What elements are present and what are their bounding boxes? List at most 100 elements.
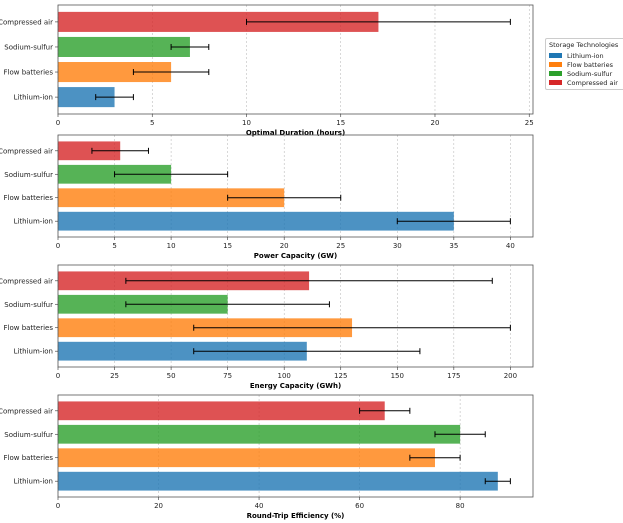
x-tick-label: 25 [525,119,534,127]
x-tick-label: 20 [154,502,163,510]
plot-frame [57,134,534,238]
panel-round-trip-efficiency-: Lithium-ion Flow batteries Sodium-sulfur Co… [0,394,534,520]
x-tick-label: 0 [56,119,60,127]
x-tick-label: 35 [449,242,458,250]
x-tick-label: 15 [336,119,345,127]
x-tick-label: 200 [504,372,517,380]
legend: Storage Technologies Lithium-ion Flow ba… [545,38,623,90]
y-tick-label: Flow batteries [3,324,53,332]
plot-frame [57,4,534,115]
x-tick-label: 20 [431,119,440,127]
legend-swatch [549,62,562,67]
x-tick-label: 100 [278,372,291,380]
panel-energy-capacity-gwh-: Lithium-ion Flow batteries Sodium-sulfur Co… [0,264,534,390]
error-bar-compressed-air [359,407,411,414]
y-tick-label: Compressed air [0,407,53,415]
x-tick-label: 15 [223,242,232,250]
error-bar-lithium-ion [193,348,421,355]
y-tick-label: Sodium-sulfur [4,171,53,179]
x-tick-label: 175 [447,372,460,380]
error-bar-flow-batteries [409,454,461,461]
bar-flow-batteries [58,188,285,208]
y-tick-label: Sodium-sulfur [4,301,53,309]
bar-sodium-sulfur [58,424,461,444]
bar-lithium-ion [58,471,498,491]
bar-compressed-air [58,401,385,421]
x-tick-label: 40 [506,242,515,250]
error-bar-flow-batteries [227,194,342,201]
bar-compressed-air [58,11,379,32]
x-tick-label: 150 [391,372,404,380]
error-bar-lithium-ion [396,218,511,225]
x-tick-label: 0 [56,502,60,510]
legend-label: Flow batteries [567,60,613,69]
x-tick-label: 0 [56,372,60,380]
x-tick-label: 20 [280,242,289,250]
error-bar-sodium-sulfur [170,43,210,50]
panel-optimal-duration-hours-: Lithium-ion Flow batteries Sodium-sulfur Co… [0,4,534,137]
x-tick-label: 50 [167,372,176,380]
error-bar-sodium-sulfur [434,431,486,438]
y-tick-label: Sodium-sulfur [4,43,53,51]
bar-lithium-ion [58,341,307,361]
x-axis-label: Energy Capacity (GWh) [250,382,341,390]
legend-swatch [549,71,562,76]
x-tick-label: 0 [56,242,60,250]
error-bar-sodium-sulfur [125,301,330,308]
legend-swatch [549,80,562,85]
x-tick-label: 80 [456,502,465,510]
legend-title: Storage Technologies [549,41,619,49]
x-tick-label: 25 [336,242,345,250]
x-tick-label: 25 [110,372,119,380]
error-bar-flow-batteries [193,324,511,331]
x-tick-label: 5 [112,242,116,250]
x-tick-label: 125 [334,372,347,380]
y-tick-label: Lithium-ion [14,348,53,356]
legend-label: Compressed air [567,78,618,87]
error-bar-compressed-air [245,18,511,25]
y-tick-label: Sodium-sulfur [4,431,53,439]
x-axis-label: Round-Trip Efficiency (%) [247,512,345,520]
error-bar-compressed-air [125,277,493,284]
legend-item-sodium-sulfur: Sodium-sulfur [549,69,623,78]
plot-frame [57,264,534,368]
error-bar-sodium-sulfur [114,171,229,178]
bar-lithium-ion [58,211,454,231]
y-tick-label: Compressed air [0,277,53,285]
y-tick-label: Lithium-ion [14,94,53,102]
bar-lithium-ion [58,87,115,108]
legend-item-compressed-air: Compressed air [549,78,623,87]
legend-label: Lithium-ion [567,51,604,60]
y-tick-label: Compressed air [0,147,53,155]
y-tick-label: Lithium-ion [14,218,53,226]
legend-swatch [549,53,562,58]
bar-flow-batteries [58,448,435,468]
x-tick-label: 75 [223,372,232,380]
error-bar-compressed-air [91,147,149,154]
x-tick-label: 30 [393,242,402,250]
y-tick-label: Flow batteries [3,194,53,202]
x-axis-label: Optimal Duration (hours) [246,129,345,137]
y-tick-label: Compressed air [0,18,53,26]
x-tick-label: 40 [255,502,264,510]
panel-power-capacity-gw-: Lithium-ion Flow batteries Sodium-sulfur Co… [0,134,534,260]
error-bar-lithium-ion [484,478,511,485]
y-tick-label: Lithium-ion [14,478,53,486]
x-tick-label: 60 [355,502,364,510]
x-tick-label: 10 [167,242,176,250]
y-tick-label: Flow batteries [3,454,53,462]
x-tick-label: 5 [150,119,154,127]
error-bar-lithium-ion [95,94,134,101]
x-axis-label: Power Capacity (GW) [254,252,337,260]
bar-compressed-air [58,141,121,161]
bar-sodium-sulfur [58,36,190,57]
plot-frame [57,394,534,498]
y-tick-label: Flow batteries [3,69,53,77]
legend-label: Sodium-sulfur [567,69,613,78]
bar-flow-batteries [58,62,172,83]
x-tick-label: 10 [242,119,251,127]
legend-item-lithium-ion: Lithium-ion [549,51,623,60]
legend-item-flow-batteries: Flow batteries [549,60,623,69]
error-bar-flow-batteries [132,69,210,76]
